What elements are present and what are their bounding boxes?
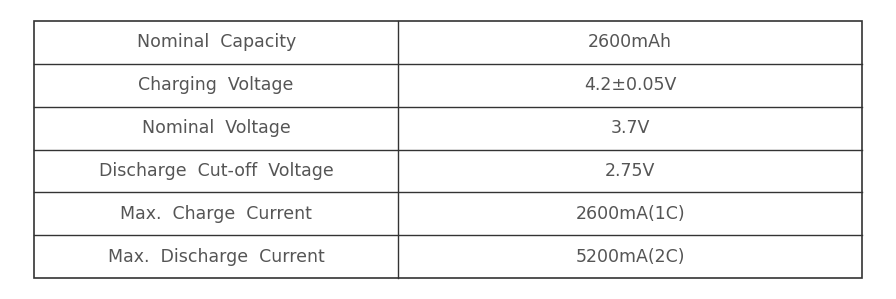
Text: Nominal  Voltage: Nominal Voltage [142,119,290,137]
Text: Nominal  Capacity: Nominal Capacity [136,33,296,51]
Text: 2.75V: 2.75V [605,162,655,180]
Text: 5200mA(2C): 5200mA(2C) [575,248,685,266]
Text: Discharge  Cut-off  Voltage: Discharge Cut-off Voltage [99,162,333,180]
Text: Max.  Charge  Current: Max. Charge Current [120,205,312,223]
Text: 4.2±0.05V: 4.2±0.05V [584,76,676,94]
Text: 2600mAh: 2600mAh [588,33,672,51]
Text: Max.  Discharge  Current: Max. Discharge Current [108,248,324,266]
Text: 3.7V: 3.7V [610,119,650,137]
Text: Charging  Voltage: Charging Voltage [139,76,294,94]
Text: 2600mA(1C): 2600mA(1C) [575,205,685,223]
Bar [34,21,862,278]
